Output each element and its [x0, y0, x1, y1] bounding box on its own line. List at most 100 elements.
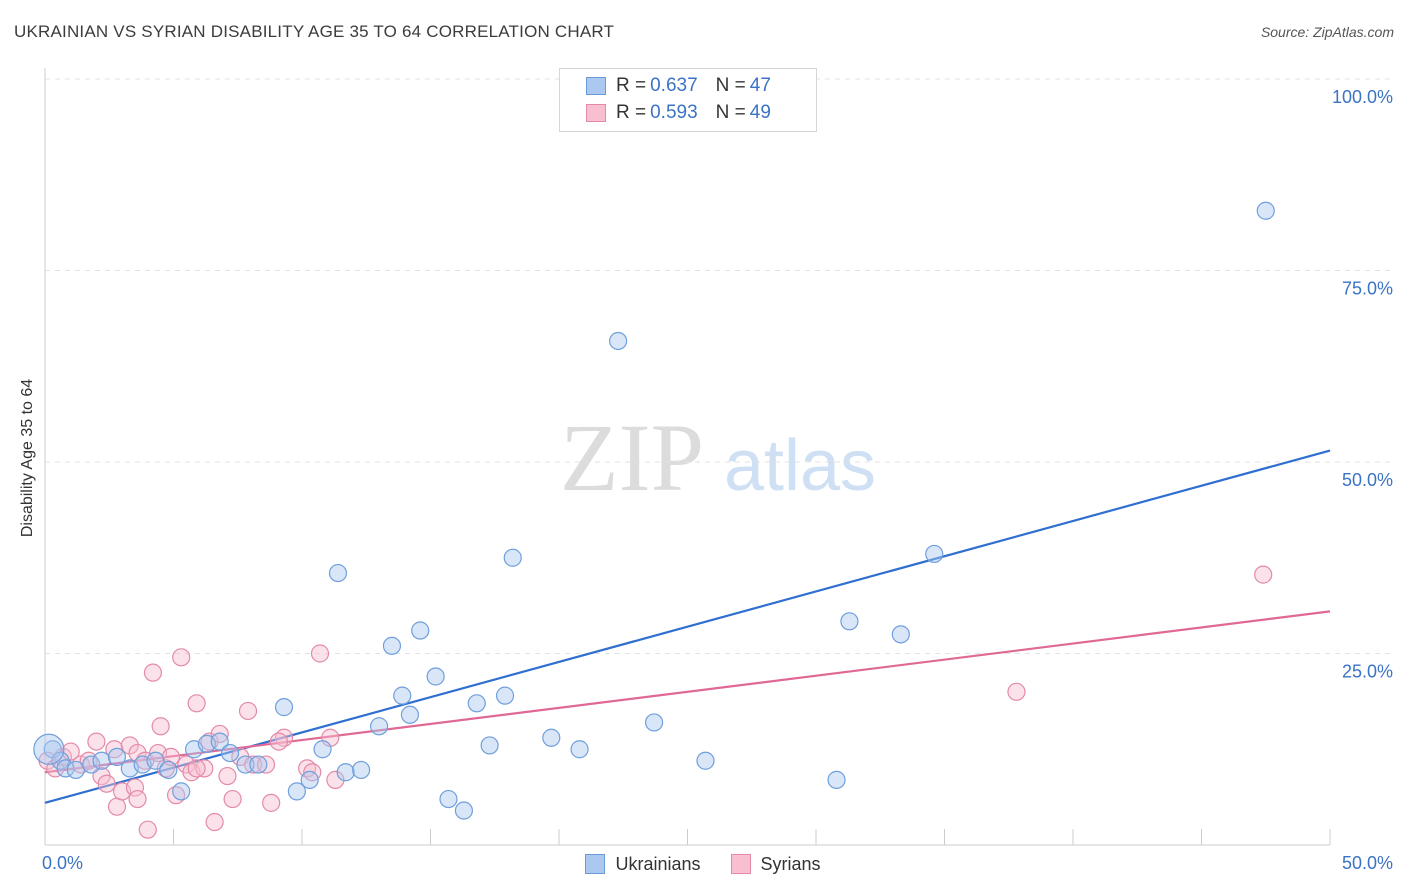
series-swatch-ukrainians: [585, 854, 606, 874]
series-swatch-syrians: [730, 854, 751, 874]
y-tick-label: 100.0%: [1332, 87, 1393, 107]
data-point-ukrainians: [82, 755, 101, 774]
data-point-ukrainians: [495, 686, 515, 705]
data-point-ukrainians: [159, 760, 178, 780]
data-point-syrians: [187, 759, 206, 778]
data-point-syrians: [210, 724, 229, 744]
data-point-ukrainians: [827, 770, 846, 789]
data-point-syrians: [87, 732, 106, 751]
data-point-syrians: [1007, 682, 1026, 701]
chart-title: UKRAINIAN VS SYRIAN DISABILITY AGE 35 TO…: [14, 22, 615, 41]
data-point-ukrainians: [352, 760, 371, 780]
stats-legend: R = 0.637 N = 47 R = 0.593 N = 49: [559, 68, 817, 132]
data-point-ukrainians: [439, 789, 458, 809]
data-point-ukrainians: [1256, 201, 1275, 220]
legend-r-value-syrians: 0.593: [650, 102, 698, 123]
data-point-ukrainians: [300, 770, 319, 789]
data-point-ukrainians: [210, 732, 229, 751]
data-point-ukrainians: [33, 733, 65, 765]
legend-n-value-ukrainians: 47: [749, 75, 771, 96]
data-point-syrians: [97, 774, 116, 793]
data-point-syrians: [218, 766, 237, 786]
data-point-syrians: [187, 694, 206, 713]
watermark-atlas: atlas: [724, 426, 876, 506]
data-point-ukrainians: [92, 751, 111, 770]
data-point-syrians: [238, 701, 258, 721]
trend-line-ukrainians: [44, 449, 1331, 804]
data-point-ukrainians: [220, 743, 240, 763]
data-point-ukrainians: [840, 612, 859, 631]
data-point-syrians: [256, 755, 276, 774]
data-point-syrians: [269, 732, 288, 751]
data-point-ukrainians: [382, 636, 402, 655]
data-point-syrians: [1254, 565, 1273, 584]
data-point-ukrainians: [274, 698, 294, 717]
data-point-ukrainians: [287, 782, 306, 801]
legend-n-label: N =: [715, 102, 746, 123]
data-points: [33, 201, 1275, 839]
data-point-ukrainians: [236, 755, 255, 774]
data-point-ukrainians: [249, 755, 268, 774]
data-point-syrians: [128, 789, 147, 809]
data-point-syrians: [205, 812, 224, 832]
series-legend: Ukrainians Syrians: [0, 852, 1406, 876]
data-point-ukrainians: [480, 736, 499, 755]
series-label-syrians: Syrians: [760, 853, 821, 874]
data-point-ukrainians: [400, 705, 420, 724]
trend-line-syrians: [44, 610, 1331, 774]
data-point-ukrainians: [570, 740, 589, 759]
data-point-syrians: [143, 663, 163, 682]
data-point-ukrainians: [454, 801, 474, 820]
legend-n-value-syrians: 49: [749, 102, 771, 123]
data-point-ukrainians: [107, 747, 127, 767]
data-point-ukrainians: [328, 563, 348, 583]
legend-n-label: N =: [715, 75, 746, 96]
data-point-ukrainians: [644, 713, 664, 732]
legend-r-label: R =: [616, 102, 647, 123]
series-label-ukrainians: Ukrainians: [615, 853, 701, 874]
watermark-zip: ZIP: [560, 404, 704, 511]
legend-swatch-syrians: [586, 104, 606, 122]
watermark: ZIP atlas: [560, 404, 876, 511]
data-point-syrians: [200, 732, 219, 751]
data-point-ukrainians: [370, 717, 389, 736]
trend-lines: [44, 449, 1331, 804]
data-point-ukrainians: [696, 751, 715, 770]
data-point-ukrainians: [172, 782, 191, 801]
tick-labels: 25.0% 50.0% 75.0% 100.0% 0.0% 50.0%: [42, 87, 1393, 873]
legend-r-label: R =: [616, 75, 647, 96]
x-tick-label: 0.0%: [42, 853, 83, 873]
y-tick-label: 75.0%: [1342, 279, 1393, 299]
axes: [44, 68, 1331, 846]
legend-row-ukrainians: R = 0.637 N = 47: [586, 75, 771, 97]
y-tick-label: 50.0%: [1342, 470, 1393, 490]
data-point-ukrainians: [66, 760, 85, 780]
series-legend-syrians[interactable]: Syrians: [730, 853, 821, 875]
data-point-ukrainians: [411, 621, 430, 640]
data-point-syrians: [128, 743, 147, 763]
data-point-syrians: [310, 644, 330, 663]
legend-r-value-ukrainians: 0.637: [650, 75, 698, 96]
legend-swatch-ukrainians: [586, 77, 606, 95]
data-point-syrians: [223, 789, 242, 809]
data-point-ukrainians: [925, 544, 944, 564]
series-legend-ukrainians[interactable]: Ukrainians: [585, 853, 701, 875]
data-point-ukrainians: [542, 728, 561, 747]
legend-row-syrians: R = 0.593 N = 49: [586, 102, 771, 124]
data-point-ukrainians: [336, 763, 355, 782]
x-tick-label: 50.0%: [1342, 853, 1393, 873]
data-point-syrians: [107, 797, 127, 816]
data-point-syrians: [172, 648, 191, 667]
data-point-ukrainians: [313, 740, 332, 759]
grid-lines: [45, 78, 1392, 654]
data-point-ukrainians: [891, 625, 910, 644]
source-label: Source: ZipAtlas.com: [1260, 24, 1394, 40]
data-point-syrians: [151, 717, 170, 736]
data-point-ukrainians: [426, 667, 445, 686]
data-point-syrians: [138, 820, 157, 839]
data-point-syrians: [61, 742, 80, 761]
data-point-ukrainians: [609, 331, 628, 351]
data-point-syrians: [125, 778, 145, 797]
data-point-ukrainians: [393, 686, 412, 705]
